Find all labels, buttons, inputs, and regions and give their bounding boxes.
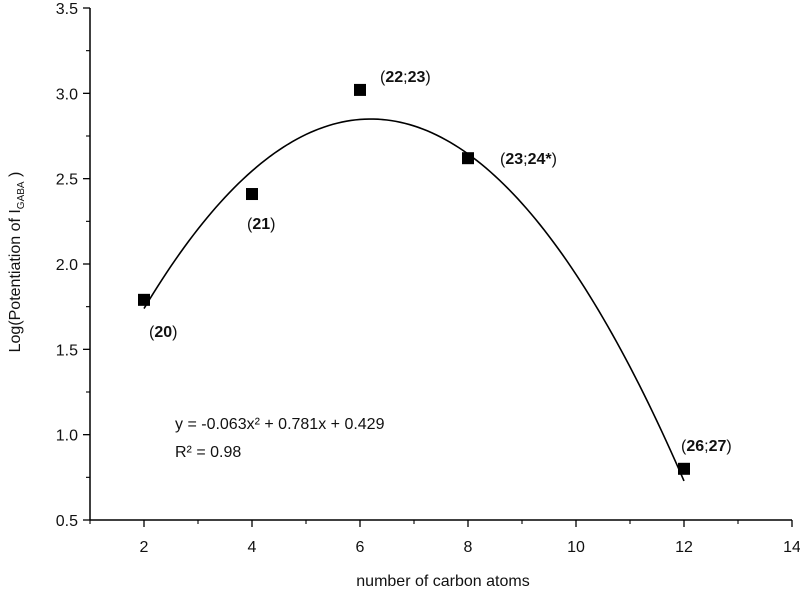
point-label: (20) [149,324,177,341]
x-tick-label: 4 [248,539,257,556]
x-tick-label: 6 [356,539,365,556]
y-axis-title: Log(Potentiation of IGABA ) [7,172,27,353]
point-label: (26;27) [681,438,732,455]
x-tick-label: 14 [783,539,800,556]
y-tick-label: 2.5 [56,172,78,189]
point-label: (21) [247,216,275,233]
label-separator: ; [523,151,527,168]
x-tick-label: 8 [464,539,473,556]
y-tick-label: 3.5 [56,1,78,18]
y-tick-label: 0.5 [56,513,78,530]
point-label: (22;23) [380,69,431,86]
y-tick-label: 1.0 [56,428,78,445]
x-tick-label: 2 [140,539,149,556]
label-open-paren: ( [149,324,155,341]
label-compound-1: 26 [686,438,704,455]
y-tick-label: 1.5 [56,342,78,359]
label-open-paren: ( [247,216,253,233]
fit-curve [143,118,685,482]
y-axis-title-prefix: Log(Potentiation of I [7,209,24,352]
data-point [138,293,150,306]
label-close-paren: ) [552,151,557,168]
y-axis-title-subscript: GABA [16,181,27,209]
label-compound-1: 23 [505,151,523,168]
data-point [462,152,474,165]
label-open-paren: ( [500,151,506,168]
label-close-paren: ) [425,69,430,86]
y-axis-title-suffix: ) [7,172,24,182]
label-separator: ; [403,69,407,86]
point-label: (23;24*) [500,151,557,168]
label-close-paren: ) [726,438,731,455]
fit-r-squared: R² = 0.98 [175,444,241,461]
fit-equation: y = -0.063x² + 0.781x + 0.429 [175,416,385,433]
label-close-paren: ) [172,324,177,341]
label-separator: ; [704,438,708,455]
x-axis-title: number of carbon atoms [356,573,529,590]
label-compound-1: 22 [385,69,403,86]
x-tick-label: 10 [567,539,585,556]
label-compound-1: 21 [252,216,270,233]
label-compound-2: 23 [408,69,426,86]
label-compound-1: 20 [154,324,172,341]
y-tick-label: 2.0 [56,257,78,274]
y-tick-label: 3.0 [56,86,78,103]
data-points [138,83,690,475]
label-close-paren: ) [270,216,275,233]
point-labels: (20)(21)(22;23)(23;24*)(26;27) [149,69,732,455]
x-tick-label: 12 [675,539,693,556]
label-open-paren: ( [681,438,687,455]
data-point [246,188,258,201]
label-open-paren: ( [380,69,386,86]
label-compound-2: 24* [528,151,553,168]
label-compound-2: 27 [709,438,727,455]
data-point [354,83,366,96]
ticks: 0.5 1.0 1.5 2.0 2.5 3.0 3.5 2 4 6 8 10 12 14 [56,1,800,556]
data-point [678,462,690,475]
